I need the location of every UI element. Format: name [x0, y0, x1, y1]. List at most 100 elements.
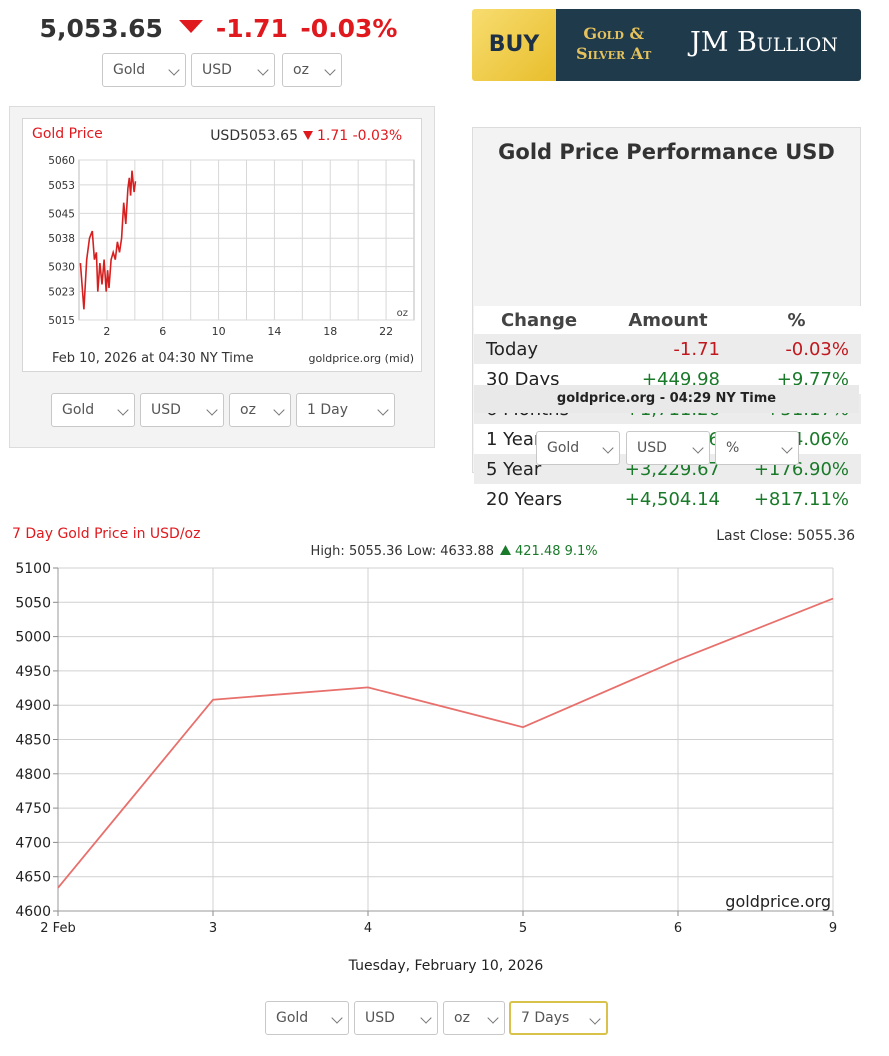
- mini-unit-select[interactable]: oz: [229, 393, 291, 427]
- big-chart-y-ticks: 4600 4650 4700 4750 4800 4850 4900 4950 5000 5050…: [15, 561, 51, 920]
- big-chart-title: 7 Day Gold Price in USD/oz: [12, 526, 200, 542]
- row-label: Today: [474, 334, 604, 364]
- mini-y-tick-label: 5045: [48, 208, 75, 220]
- brand-logo-text: JM Bullion: [690, 27, 838, 58]
- table-row: 20 Years +4,504.14 +817.11%: [474, 484, 861, 514]
- chevron-down-icon: [781, 442, 793, 454]
- big-y-tick-label: 4900: [15, 698, 51, 714]
- mini-chart-title: Gold Price: [32, 126, 103, 142]
- banner-brand-area: Gold & Silver At JM Bullion: [556, 9, 861, 81]
- perf-mode-select-value: %: [726, 440, 740, 456]
- unit-select-value: oz: [293, 62, 309, 78]
- perf-currency-select-value: USD: [637, 440, 667, 456]
- mini-metal-select[interactable]: Gold: [51, 393, 135, 427]
- metal-select[interactable]: Gold: [102, 53, 186, 87]
- big-currency-select-value: USD: [365, 1010, 395, 1026]
- big-y-tick-label: 4650: [15, 870, 51, 886]
- mini-down-arrow-icon: [303, 131, 313, 140]
- mini-x-tick-label: 2: [103, 325, 110, 338]
- chevron-down-icon: [420, 1012, 432, 1024]
- mini-y-tick-label: 5023: [48, 287, 75, 299]
- mini-x-tick-label: 14: [267, 325, 281, 338]
- big-currency-select[interactable]: USD: [354, 1001, 438, 1035]
- big-unit-select-value: oz: [454, 1010, 470, 1026]
- mini-x-tick-label: 18: [323, 325, 337, 338]
- mini-chart-caption: Feb 10, 2026 at 04:30 NY Time: [52, 351, 254, 366]
- big-metal-select-value: Gold: [276, 1010, 309, 1026]
- row-amount: -1.71: [604, 334, 732, 364]
- big-chart-change: 421.48 9.1%: [515, 544, 598, 559]
- big-metal-select[interactable]: Gold: [265, 1001, 349, 1035]
- row-label: 20 Years: [474, 484, 604, 514]
- buy-label: BUY: [472, 9, 556, 81]
- down-arrow-icon: [179, 20, 204, 33]
- big-chart-date-caption: Tuesday, February 10, 2026: [348, 958, 544, 974]
- mini-chart-frame: Gold Price USD5053.65 1.71 -0.03% 5015 50…: [22, 118, 422, 372]
- seven-day-chart: 7 Day Gold Price in USD/oz Last Close: 5…: [12, 526, 855, 974]
- currency-select[interactable]: USD: [191, 53, 275, 87]
- performance-footer: goldprice.org - 04:29 NY Time: [474, 385, 859, 413]
- column-header-amount: Amount: [604, 306, 732, 334]
- mini-x-tick-label: 6: [159, 325, 166, 338]
- big-chart-x-ticks: 2 Feb 3 4 5 6 9: [40, 921, 837, 936]
- big-range-select[interactable]: 7 Days: [509, 1001, 608, 1035]
- gold-silver-text: Gold & Silver At: [576, 24, 651, 64]
- big-y-tick-label: 5100: [15, 561, 51, 577]
- price-change: -1.71: [215, 14, 288, 43]
- perf-metal-select-value: Gold: [547, 440, 580, 456]
- gold-silver-line1: Gold &: [583, 24, 644, 43]
- chevron-down-icon: [168, 64, 180, 76]
- mini-currency-select[interactable]: USD: [140, 393, 224, 427]
- performance-title: Gold Price Performance USD: [498, 140, 835, 164]
- big-y-tick-label: 4800: [15, 767, 51, 783]
- mini-y-tick-label: 5053: [48, 180, 75, 192]
- mini-range-select[interactable]: 1 Day: [296, 393, 395, 427]
- big-y-tick-label: 4950: [15, 664, 51, 680]
- mini-y-tick-label: 5030: [48, 262, 75, 274]
- column-header-change: Change: [474, 306, 604, 334]
- mini-chart-header-value: USD5053.65: [210, 128, 298, 144]
- currency-select-value: USD: [202, 62, 232, 78]
- mini-chart-y-ticks: 5015 5023 5030 5038 5045 5053 5060: [48, 155, 75, 327]
- table-row: 30 Days +449.98 +9.77%: [474, 364, 861, 394]
- big-x-tick-label: 6: [674, 921, 682, 936]
- perf-metal-select[interactable]: Gold: [536, 431, 620, 465]
- big-chart-last-close: Last Close: 5055.36: [716, 528, 855, 544]
- mini-y-tick-label: 5060: [48, 155, 75, 167]
- big-x-tick-label: 2 Feb: [40, 921, 75, 936]
- row-percent: -0.03%: [732, 334, 861, 364]
- big-x-tick-label: 9: [829, 921, 837, 936]
- big-range-select-value: 7 Days: [521, 1010, 570, 1026]
- price-change-percent: -0.03%: [300, 14, 398, 43]
- big-chart-watermark: goldprice.org: [725, 892, 831, 911]
- unit-select[interactable]: oz: [282, 53, 342, 87]
- chevron-down-icon: [602, 442, 614, 454]
- big-y-tick-label: 5000: [15, 630, 51, 646]
- price-ticker: 5,053.65 -1.71 -0.03%: [0, 14, 445, 43]
- spot-price: 5,053.65: [39, 14, 163, 43]
- chevron-down-icon: [692, 442, 704, 454]
- big-chart-grid: [53, 567, 834, 916]
- mini-currency-select-value: USD: [151, 402, 181, 418]
- mini-chart-x-ticks: 2 6 10 14 18 22: [103, 325, 393, 338]
- table-row: Today -1.71 -0.03%: [474, 334, 861, 364]
- big-unit-select[interactable]: oz: [443, 1001, 505, 1035]
- mini-x-tick-label: 22: [379, 325, 393, 338]
- big-y-tick-label: 4850: [15, 733, 51, 749]
- column-header-percent: %: [732, 306, 861, 334]
- big-y-tick-label: 5050: [15, 595, 51, 611]
- perf-currency-select[interactable]: USD: [626, 431, 710, 465]
- big-x-tick-label: 5: [519, 921, 527, 936]
- big-chart-series-line: [57, 597, 834, 889]
- chevron-down-icon: [377, 404, 389, 416]
- jm-bullion-banner[interactable]: BUY Gold & Silver At JM Bullion: [472, 9, 861, 81]
- mini-chart-source: goldprice.org (mid): [309, 352, 415, 365]
- mini-unit-select-value: oz: [240, 402, 256, 418]
- perf-mode-select[interactable]: %: [715, 431, 799, 465]
- mini-chart-series-line: [79, 170, 137, 310]
- big-x-tick-label: 3: [209, 921, 217, 936]
- chevron-down-icon: [206, 404, 218, 416]
- big-chart-high-low: High: 5055.36 Low: 4633.88: [311, 544, 494, 559]
- mini-chart-unit: oz: [397, 308, 408, 319]
- chevron-down-icon: [257, 64, 269, 76]
